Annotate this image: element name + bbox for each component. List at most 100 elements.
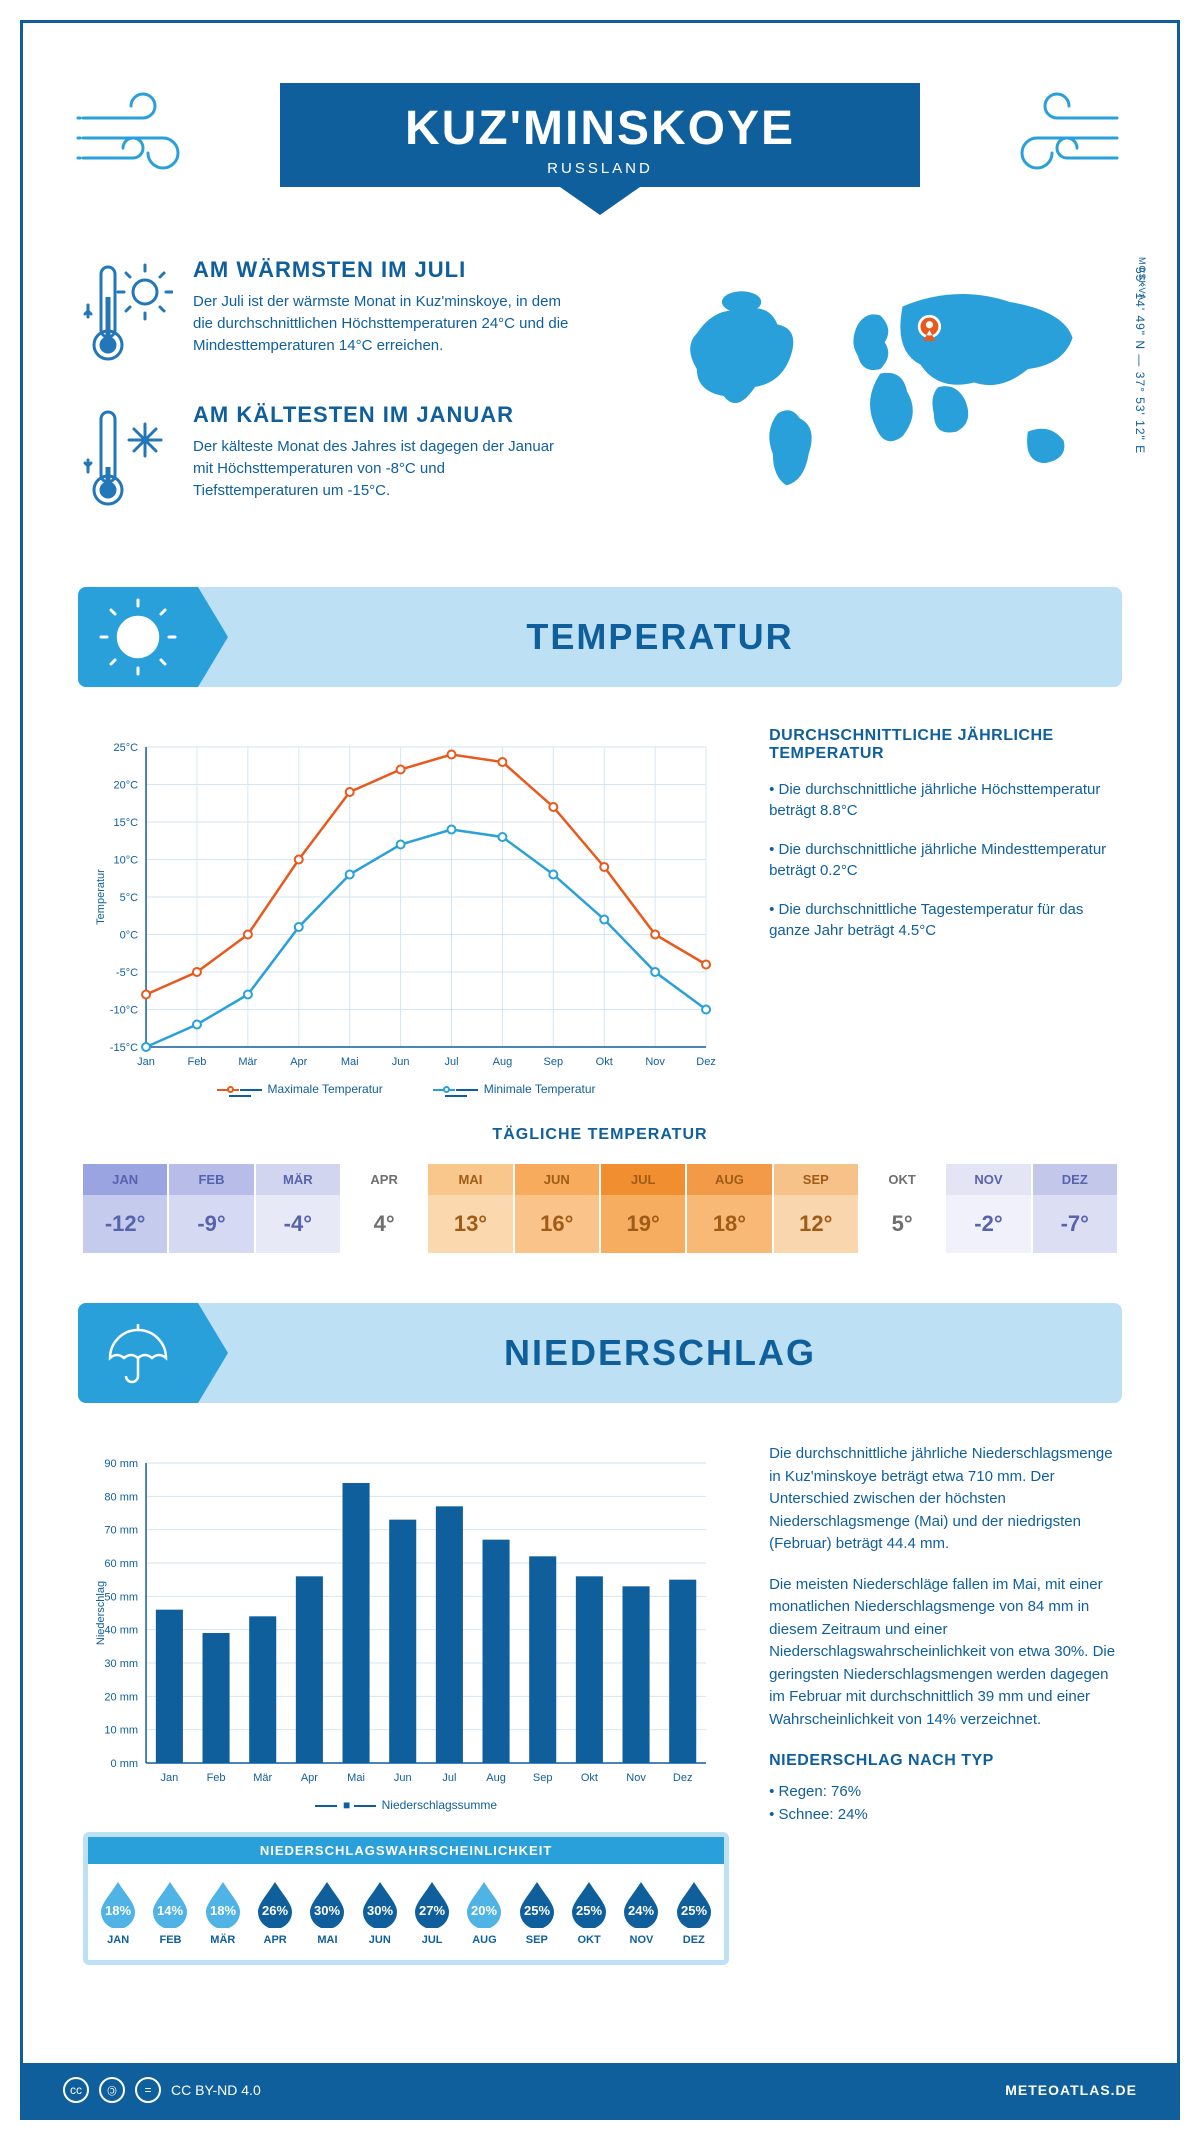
svg-text:25%: 25% (576, 1903, 602, 1918)
section-title-temperature: TEMPERATUR (198, 616, 1122, 658)
svg-text:50 mm: 50 mm (104, 1591, 138, 1603)
svg-text:20°C: 20°C (113, 780, 138, 792)
daily-temp-cell: JUN16° (515, 1164, 599, 1253)
cc-icon: cc (63, 2077, 89, 2103)
svg-text:80 mm: 80 mm (104, 1491, 138, 1503)
probability-drop: 30%JUN (359, 1878, 401, 1946)
precip-type-item: • Schnee: 24% (769, 1804, 1117, 1827)
precip-type-title: NIEDERSCHLAG NACH TYP (769, 1749, 1117, 1773)
svg-text:30%: 30% (314, 1903, 340, 1918)
daily-temp-cell: DEZ-7° (1033, 1164, 1117, 1253)
world-map (670, 257, 1117, 517)
precip-p2: Die meisten Niederschläge fallen im Mai,… (769, 1574, 1117, 1732)
svg-text:10 mm: 10 mm (104, 1725, 138, 1737)
license-text: CC BY-ND 4.0 (171, 2082, 261, 2098)
daily-temp-title: TÄGLICHE TEMPERATUR (83, 1126, 1117, 1144)
svg-text:Mär: Mär (253, 1772, 272, 1784)
nd-icon: = (135, 2077, 161, 2103)
svg-text:Nov: Nov (626, 1772, 646, 1784)
svg-text:Mai: Mai (347, 1772, 365, 1784)
svg-text:Jun: Jun (394, 1772, 412, 1784)
umbrella-icon (78, 1303, 198, 1403)
svg-text:90 mm: 90 mm (104, 1458, 138, 1470)
svg-text:5°C: 5°C (120, 892, 139, 904)
coordinates-label: 55° 14' 49" N — 37° 53' 12" E (1133, 267, 1147, 454)
svg-text:40 mm: 40 mm (104, 1625, 138, 1637)
daily-temp-cell: MÄR-4° (256, 1164, 340, 1253)
svg-text:18%: 18% (105, 1903, 131, 1918)
daily-temp-cell: MAI13° (428, 1164, 512, 1253)
probability-drop: 18%JAN (97, 1878, 139, 1946)
precipitation-row: 0 mm10 mm20 mm30 mm40 mm50 mm60 mm70 mm8… (23, 1433, 1177, 1985)
svg-text:Sep: Sep (544, 1056, 564, 1068)
svg-text:26%: 26% (262, 1903, 288, 1918)
svg-text:Okt: Okt (581, 1772, 598, 1784)
daily-temp-cell: FEB-9° (169, 1164, 253, 1253)
fact-coldest: AM KÄLTESTEN IM JANUAR Der kälteste Mona… (83, 402, 630, 517)
svg-text:Okt: Okt (596, 1056, 613, 1068)
fact-coldest-body: Der kälteste Monat des Jahres ist dagege… (193, 436, 573, 501)
daily-temp-cell: APR4° (342, 1164, 426, 1253)
precip-p1: Die durchschnittliche jährliche Niedersc… (769, 1443, 1117, 1556)
probability-drop: 20%AUG (463, 1878, 505, 1946)
daily-temperature-section: TÄGLICHE TEMPERATUR JAN-12°FEB-9°MÄR-4°A… (23, 1116, 1177, 1293)
svg-text:0 mm: 0 mm (111, 1758, 139, 1770)
svg-text:20 mm: 20 mm (104, 1691, 138, 1703)
daily-temp-cell: NOV-2° (946, 1164, 1030, 1253)
svg-text:20%: 20% (471, 1903, 497, 1918)
brand-label: METEOATLAS.DE (1005, 2082, 1137, 2098)
probability-drop: 26%APR (254, 1878, 296, 1946)
svg-text:Jul: Jul (442, 1772, 456, 1784)
svg-text:Jan: Jan (137, 1056, 155, 1068)
svg-text:Jan: Jan (161, 1772, 179, 1784)
svg-text:10°C: 10°C (113, 855, 138, 867)
daily-temp-cell: AUG18° (687, 1164, 771, 1253)
svg-text:30 mm: 30 mm (104, 1658, 138, 1670)
svg-text:Sep: Sep (533, 1772, 553, 1784)
section-header-precipitation: NIEDERSCHLAG (78, 1303, 1122, 1403)
thermometer-snow-icon (83, 402, 173, 517)
temp-summary-item: Die durchschnittliche jährliche Mindestt… (769, 839, 1117, 881)
svg-text:15°C: 15°C (113, 817, 138, 829)
probability-drop: 30%MAI (306, 1878, 348, 1946)
svg-text:18%: 18% (210, 1903, 236, 1918)
svg-text:-10°C: -10°C (110, 1005, 138, 1017)
wind-decoration-left (73, 78, 223, 193)
probability-drop: 25%OKT (568, 1878, 610, 1946)
license-block: cc 🄯 = CC BY-ND 4.0 (63, 2077, 261, 2103)
infographic-frame: KUZ'MINSKOYE RUSSLAND AM WÄ (20, 20, 1180, 2120)
temperature-chart-row: -15°C-10°C-5°C0°C5°C10°C15°C20°C25°CJanF… (23, 717, 1177, 1116)
svg-text:Jun: Jun (392, 1056, 410, 1068)
svg-text:60 mm: 60 mm (104, 1558, 138, 1570)
temp-summary-item: Die durchschnittliche jährliche Höchstte… (769, 779, 1117, 821)
svg-text:Nov: Nov (645, 1056, 665, 1068)
by-icon: 🄯 (99, 2077, 125, 2103)
svg-text:Dez: Dez (673, 1772, 693, 1784)
svg-text:25%: 25% (524, 1903, 550, 1918)
world-map-panel: MOSKVA 55° 14' 49" N — 37° 53' 12" E (670, 257, 1117, 547)
fact-coldest-title: AM KÄLTESTEN IM JANUAR (193, 402, 573, 428)
probability-drop: 18%MÄR (202, 1878, 244, 1946)
probability-drop: 27%JUL (411, 1878, 453, 1946)
wind-decoration-right (977, 78, 1127, 193)
section-header-temperature: TEMPERATUR (78, 587, 1122, 687)
thermometer-sun-icon (83, 257, 173, 372)
legend-max: Maximale Temperatur (240, 1082, 383, 1096)
svg-text:Dez: Dez (696, 1056, 716, 1068)
legend-min: Minimale Temperatur (456, 1082, 596, 1096)
probability-drop: 25%DEZ (673, 1878, 715, 1946)
precip-legend-label: Niederschlagssumme (354, 1798, 497, 1812)
svg-text:25%: 25% (681, 1903, 707, 1918)
daily-temp-cell: JUL19° (601, 1164, 685, 1253)
svg-text:Mai: Mai (341, 1056, 359, 1068)
probability-drop: 24%NOV (620, 1878, 662, 1946)
city-title: KUZ'MINSKOYE (290, 101, 910, 156)
svg-text:27%: 27% (419, 1903, 445, 1918)
precip-type-item: • Regen: 76% (769, 1781, 1117, 1804)
svg-text:-5°C: -5°C (116, 967, 138, 979)
svg-text:25°C: 25°C (113, 742, 138, 754)
daily-temp-cell: SEP12° (774, 1164, 858, 1253)
svg-text:14%: 14% (157, 1903, 183, 1918)
svg-text:24%: 24% (628, 1903, 654, 1918)
country-subtitle: RUSSLAND (290, 160, 910, 177)
